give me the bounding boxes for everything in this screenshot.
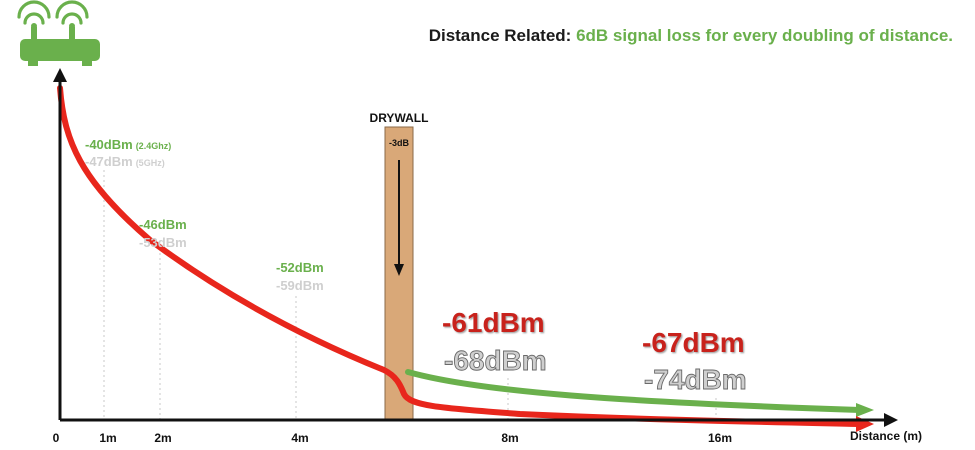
gray-data-label-4m: -59dBm [276, 278, 324, 293]
x-tick-label: 0 [53, 431, 60, 445]
drywall-loss-label: -3dB [389, 138, 410, 148]
title-lead: Distance Related: [428, 26, 572, 45]
x-tick-label: 2m [154, 431, 171, 445]
red-data-label-8m: -61dBm [442, 307, 545, 338]
x-tick-label: 1m [99, 431, 116, 445]
chart-title: Distance Related: 6dB signal loss for ev… [429, 26, 953, 46]
green-data-label-4m: -52dBm [276, 260, 324, 275]
red-data-label-16m: -67dBm [642, 327, 745, 358]
x-axis-arrow-icon [884, 413, 898, 427]
gray-data-label-16m: -74dBm [644, 364, 747, 395]
gray-data-label-2m: -53dBm [139, 235, 187, 250]
x-tick-label: 8m [501, 431, 518, 445]
gray-data-label-8m: -68dBm [444, 345, 547, 376]
drywall-arrow-icon [394, 264, 404, 276]
series-green-arrowhead [856, 403, 874, 417]
x-axis-label: Distance (m) [850, 429, 922, 443]
gray-data-label-1m: -47dBm (5GHz) [85, 154, 165, 169]
y-axis-arrow-icon [53, 68, 67, 82]
x-tick-label: 4m [291, 431, 308, 445]
series-green-curve [405, 369, 863, 413]
drywall-label: DRYWALL [370, 111, 429, 125]
x-tick-label: 16m [708, 431, 732, 445]
wifi-router-icon [17, 0, 100, 66]
green-data-label-2m: -46dBm [139, 217, 187, 232]
title-highlight: 6dB signal loss for every doubling of di… [576, 26, 953, 45]
green-data-label-1m: -40dBm (2.4Ghz) [85, 137, 171, 152]
